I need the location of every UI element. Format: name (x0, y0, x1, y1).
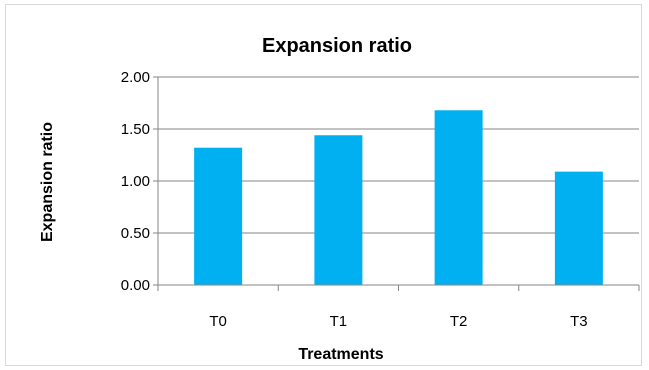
chart-title: Expansion ratio (262, 35, 412, 57)
bar-t3 (554, 171, 603, 285)
y-tick-label: 0.50 (121, 225, 150, 242)
y-tick-label: 2.00 (121, 69, 150, 86)
bar-t0 (194, 147, 243, 285)
bars (194, 110, 603, 285)
y-tick-label: 1.00 (121, 173, 150, 190)
x-tick-label: T3 (570, 313, 588, 330)
x-tick-label: T1 (330, 313, 348, 330)
y-tick-labels: 0.00 0.50 1.00 1.50 2.00 (121, 69, 150, 294)
y-tick-label: 0.00 (121, 277, 150, 294)
x-tick-label: T2 (450, 313, 468, 330)
x-tick-labels: T0 T1 T2 T3 (209, 313, 587, 330)
x-tick-label: T0 (209, 313, 227, 330)
y-axis-title: Expansion ratio (39, 122, 56, 242)
bar-t1 (314, 135, 363, 285)
axes (153, 76, 640, 291)
x-axis-title: Treatments (298, 346, 383, 363)
y-tick-label: 1.50 (121, 121, 150, 138)
bar-t2 (434, 110, 483, 285)
